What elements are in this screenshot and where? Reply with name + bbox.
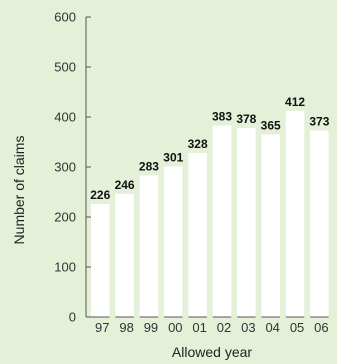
bars-group [91,111,329,317]
data-label-01: 328 [188,137,208,151]
data-label-98: 246 [115,178,135,192]
x-tick-label-04: 04 [265,320,279,335]
x-axis-title: Allowed year [172,344,252,360]
y-tick-label-400: 400 [54,110,76,125]
y-tick-label-300: 300 [54,160,76,175]
x-tick-label-97: 97 [95,320,109,335]
data-label-03: 378 [236,112,256,126]
y-axis: 0 100 200 300 400 500 600 [54,10,91,325]
data-labels-group: 226 246 283 301 328 383 378 365 412 373 [90,95,329,202]
x-tick-label-99: 99 [144,320,158,335]
data-label-00: 301 [163,151,183,165]
data-label-02: 383 [212,110,232,124]
x-tick-label-00: 00 [168,320,182,335]
bar-02 [212,125,232,317]
bar-00 [164,166,183,317]
bar-98 [115,194,134,317]
y-axis-title: Number of claims [11,136,27,245]
bar-01 [188,153,207,317]
x-tick-label-03: 03 [241,320,255,335]
bar-04 [261,134,280,317]
bar-97 [91,204,110,317]
data-label-99: 283 [139,160,159,174]
y-tick-label-0: 0 [69,310,76,325]
x-tick-label-02: 02 [217,320,231,335]
data-label-06: 373 [309,115,329,129]
x-tick-label-05: 05 [290,320,304,335]
bar-99 [139,175,159,317]
bar-05 [285,111,305,317]
data-label-04: 365 [261,119,281,133]
data-label-97: 226 [90,188,110,202]
x-tick-label-98: 98 [119,320,133,335]
x-tick-label-06: 06 [314,320,328,335]
bar-06 [310,130,329,317]
x-axis: 97 98 99 00 01 02 03 04 05 06 [91,316,329,335]
y-tick-label-600: 600 [54,10,76,25]
data-label-05: 412 [285,95,305,109]
bar-03 [237,128,256,317]
x-tick-label-01: 01 [192,320,206,335]
y-tick-label-100: 100 [54,260,76,275]
y-tick-label-500: 500 [54,60,76,75]
y-tick-label-200: 200 [54,210,76,225]
